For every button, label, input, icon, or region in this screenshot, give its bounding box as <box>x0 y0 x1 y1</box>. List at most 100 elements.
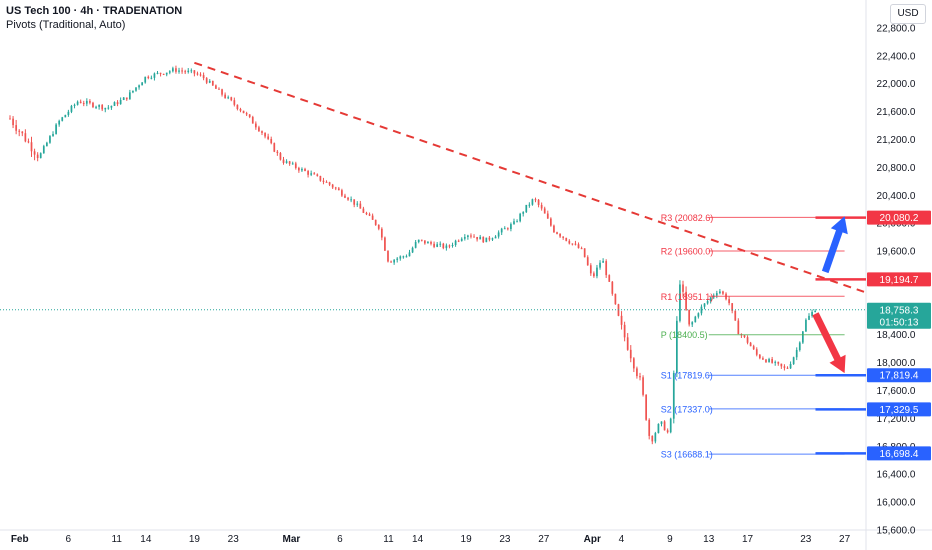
pivot-label-s1: S1 (17819.6) <box>661 371 713 381</box>
candle-body <box>479 236 482 240</box>
candle-body <box>485 237 488 243</box>
candle-body <box>341 190 343 196</box>
candle-body <box>282 159 285 163</box>
candle-body <box>537 199 540 205</box>
candle-body <box>728 299 730 304</box>
candle-body <box>700 306 703 314</box>
candle-body <box>571 243 574 245</box>
candle-body <box>334 187 337 189</box>
candle-body <box>559 233 561 237</box>
x-tick-label: 11 <box>112 534 123 545</box>
candle-body <box>307 171 309 175</box>
x-tick-label: 23 <box>800 534 812 545</box>
candle-body <box>380 228 383 238</box>
candle-body <box>556 232 558 234</box>
candle-body <box>494 236 497 239</box>
pivot-label-s2: S2 (17337.0) <box>661 404 713 414</box>
candle-body <box>411 247 414 253</box>
x-tick-label: 17 <box>742 534 754 545</box>
candle-body <box>605 261 608 276</box>
candle-body <box>614 293 617 305</box>
x-tick-label: Apr <box>584 534 601 545</box>
key-level-tag-label: 17,819.4 <box>880 371 919 382</box>
key-level-tag <box>867 210 931 225</box>
y-tick-label: 20,400.0 <box>877 191 916 202</box>
candle-body <box>101 105 104 110</box>
key-level-tag-label: 19,194.7 <box>880 275 919 286</box>
x-tick-label: 27 <box>538 534 550 545</box>
y-tick-label: 22,000.0 <box>877 79 916 90</box>
candle-body <box>165 72 168 75</box>
x-tick-label: 19 <box>189 534 201 545</box>
y-tick-label: 20,800.0 <box>877 163 916 174</box>
y-tick-label: 16,400.0 <box>877 470 916 481</box>
candle-body <box>110 105 113 108</box>
candle-body <box>258 127 260 132</box>
candle-body <box>497 232 500 237</box>
candle-body <box>580 248 583 250</box>
candle-body <box>89 100 91 103</box>
candle-body <box>694 316 697 323</box>
y-tick-label: 15,600.0 <box>877 526 916 537</box>
candle-body <box>722 291 724 294</box>
x-tick-label: 6 <box>65 534 71 545</box>
candle-body <box>777 361 780 364</box>
candle-body <box>172 68 174 72</box>
candle-body <box>454 240 457 245</box>
candle-body <box>12 118 14 126</box>
candle-body <box>248 114 251 117</box>
candle-body <box>162 73 165 75</box>
candle-body <box>353 199 356 205</box>
candle-body <box>503 228 506 230</box>
candle-body <box>448 245 451 247</box>
x-tick-label: 4 <box>619 534 625 545</box>
currency-button[interactable]: USD <box>890 4 926 24</box>
candle-body <box>125 97 128 100</box>
candle-body <box>276 151 279 154</box>
y-tick-label: 17,600.0 <box>877 386 916 397</box>
candle-body <box>420 239 423 241</box>
candle-body <box>786 367 789 369</box>
candle-body <box>49 136 51 143</box>
y-tick-label: 22,800.0 <box>877 23 916 34</box>
candle-body <box>808 315 810 320</box>
candle-body <box>82 103 85 105</box>
candle-body <box>758 354 761 359</box>
candle-body <box>682 284 684 292</box>
candle-body <box>654 433 657 442</box>
candle-body <box>107 107 110 109</box>
y-tick-label: 16,000.0 <box>877 498 916 509</box>
candle-body <box>55 124 57 134</box>
y-tick-label: 21,600.0 <box>877 107 916 118</box>
candle-body <box>608 275 611 282</box>
candle-body <box>79 101 82 104</box>
candle-body <box>33 151 36 155</box>
candle-body <box>387 250 389 262</box>
candle-body <box>771 359 773 363</box>
candle-body <box>525 204 528 213</box>
candle-body <box>715 293 718 296</box>
candle-body <box>734 310 737 321</box>
candle-body <box>113 102 116 106</box>
candle-body <box>408 252 411 257</box>
candle-body <box>21 131 24 134</box>
key-level-tag <box>867 446 931 461</box>
candle-body <box>36 154 39 159</box>
candle-body <box>368 214 371 216</box>
candle-body <box>534 199 537 201</box>
candle-body <box>476 236 478 240</box>
candle-body <box>562 236 565 238</box>
pivot-label-r3: R3 (20082.6) <box>661 213 714 223</box>
candle-body <box>510 224 512 230</box>
x-tick-label: 19 <box>461 534 473 545</box>
candle-body <box>104 107 107 110</box>
candle-body <box>147 76 150 79</box>
candle-body <box>737 320 740 335</box>
candle-body <box>623 324 626 338</box>
candle-body <box>620 315 623 325</box>
candle-body <box>651 435 654 442</box>
y-tick-label: 17,200.0 <box>877 414 916 425</box>
candle-body <box>58 120 61 125</box>
indicator-label[interactable]: Pivots (Traditional, Auto) <box>6 19 126 31</box>
